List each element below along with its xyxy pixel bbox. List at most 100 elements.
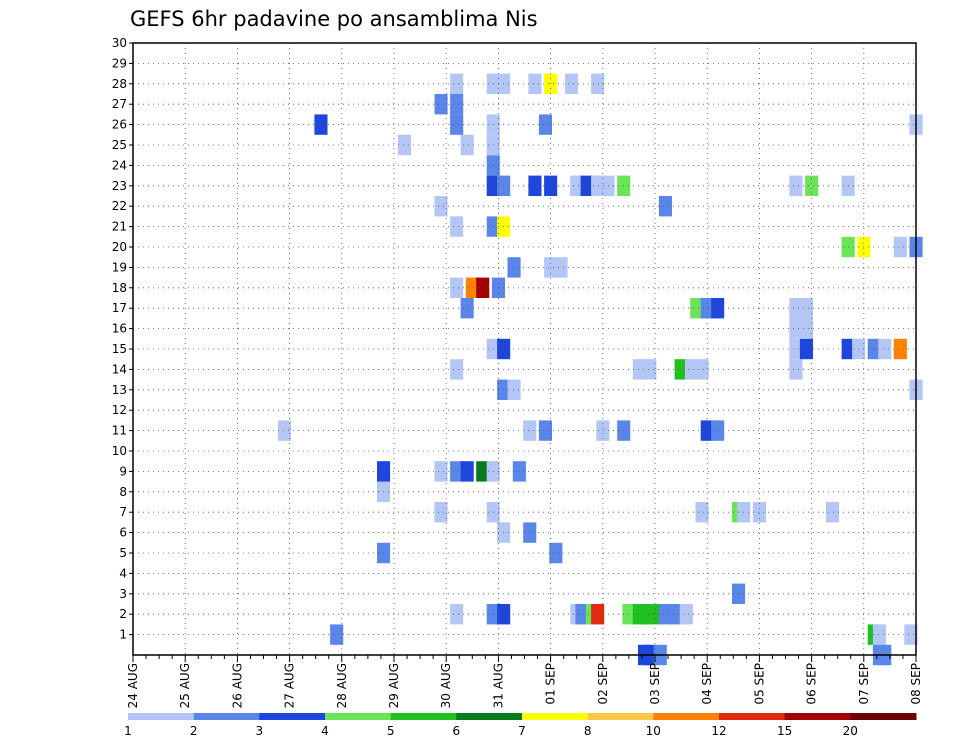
heatmap-cell	[575, 604, 589, 625]
heatmap-cell	[799, 338, 813, 360]
heatmap-cell	[397, 134, 411, 156]
heatmap-cell	[674, 359, 688, 380]
heatmap-cell	[789, 175, 803, 196]
y-tick-label: 3	[119, 587, 127, 601]
heatmap-cell	[695, 502, 709, 523]
heatmap-cell	[549, 542, 563, 564]
heatmap-cells	[277, 73, 923, 666]
heatmap-cell	[538, 114, 552, 135]
heatmap-cell	[460, 461, 474, 482]
heatmap-cell	[434, 461, 448, 482]
heatmap-cell	[460, 134, 474, 156]
heatmap-cell	[476, 461, 490, 482]
heatmap-cell	[554, 257, 568, 278]
heatmap-cell	[752, 502, 766, 523]
heatmap-cell	[450, 73, 464, 94]
legend-label: 5	[387, 724, 395, 738]
x-tick-label: 07 SEP	[857, 663, 871, 705]
y-tick-label: 21	[112, 220, 127, 234]
heatmap-cell	[904, 624, 918, 645]
x-tick-label: 29 AUG	[387, 663, 401, 708]
y-tick-label: 14	[112, 362, 127, 376]
y-tick-label: 17	[112, 301, 127, 315]
heatmap-cell	[685, 359, 699, 380]
heatmap-cell	[643, 359, 657, 380]
y-tick-label: 30	[112, 36, 127, 50]
y-tick-label: 29	[112, 56, 127, 70]
legend-swatch	[522, 713, 589, 720]
heatmap-cell	[450, 94, 464, 115]
heatmap-cell	[878, 338, 892, 360]
legend-swatch	[456, 713, 523, 720]
heatmap-cell	[591, 73, 605, 94]
heatmap-cell	[434, 94, 448, 115]
y-tick-label: 15	[112, 342, 127, 356]
x-tick-label: 28 AUG	[335, 663, 349, 708]
x-tick-label: 31 AUG	[491, 663, 505, 708]
y-tick-label: 6	[119, 526, 127, 540]
heatmap-cell	[867, 338, 881, 360]
x-tick-label: 30 AUG	[439, 663, 453, 708]
heatmap-cell	[648, 604, 662, 625]
heatmap-cell	[711, 420, 725, 441]
heatmap-cell	[523, 522, 537, 543]
heatmap-cell	[893, 338, 907, 360]
heatmap-cell	[789, 359, 803, 380]
heatmap-cell	[695, 359, 709, 380]
x-tick-label: 05 SEP	[752, 663, 766, 705]
heatmap-cell	[638, 604, 652, 625]
y-tick-label: 25	[112, 138, 127, 152]
legend-label: 15	[777, 724, 792, 738]
heatmap-cell	[669, 604, 683, 625]
y-tick-label: 2	[119, 607, 127, 621]
y-tick-label: 22	[112, 199, 127, 213]
x-axis: 24 AUG 25 AUG 26 AUG 27 AUG 28 AUG 29 AUG 30 A…	[126, 655, 923, 708]
y-tick-label: 10	[112, 444, 127, 458]
x-tick-label: 25 AUG	[178, 663, 192, 708]
heatmap-cell	[528, 175, 542, 196]
legend-label: 8	[584, 724, 592, 738]
x-tick-label: 24 AUG	[126, 663, 140, 708]
heatmap-cell	[434, 502, 448, 523]
legend-label: 10	[646, 724, 661, 738]
y-axis: 1234567891011121314151617181920212223242…	[112, 36, 133, 642]
y-tick-label: 20	[112, 240, 127, 254]
x-tick-label: 04 SEP	[700, 663, 714, 705]
y-tick-label: 27	[112, 97, 127, 111]
y-tick-label: 11	[112, 424, 127, 438]
x-tick-label: 06 SEP	[805, 663, 819, 705]
heatmap-cell	[450, 277, 464, 298]
heatmap-cell	[450, 114, 464, 135]
x-tick-label: 03 SEP	[648, 663, 662, 705]
legend-swatch	[587, 713, 654, 720]
heatmap-cell	[314, 114, 328, 135]
heatmap-cell	[450, 359, 464, 380]
legend-label: 7	[518, 724, 526, 738]
heatmap-cell	[523, 420, 537, 441]
y-tick-label: 19	[112, 260, 127, 274]
legend-swatch	[850, 713, 917, 720]
heatmap-cell	[544, 175, 558, 196]
heatmap-cell	[528, 73, 542, 94]
heatmap-cell	[277, 420, 291, 441]
heatmap-cell	[596, 420, 610, 441]
heatmap-cell	[872, 624, 886, 645]
heatmap-cell	[580, 175, 594, 196]
y-tick-label: 12	[112, 403, 127, 417]
heatmap-cell	[507, 257, 521, 278]
heatmap-cell	[826, 502, 840, 523]
heatmap-cell	[711, 298, 725, 319]
y-tick-label: 9	[119, 464, 127, 478]
heatmap-cell	[789, 338, 803, 360]
heatmap-cell	[330, 624, 344, 645]
heatmap-cell	[789, 318, 803, 339]
heatmap-cell	[690, 298, 704, 319]
y-tick-label: 23	[112, 179, 127, 193]
legend-label: 4	[321, 724, 329, 738]
y-tick-label: 13	[112, 383, 127, 397]
heatmap-cell	[805, 175, 819, 196]
legend-swatch	[390, 713, 457, 720]
legend-label: 2	[190, 724, 198, 738]
heatmap-cell	[591, 175, 605, 196]
